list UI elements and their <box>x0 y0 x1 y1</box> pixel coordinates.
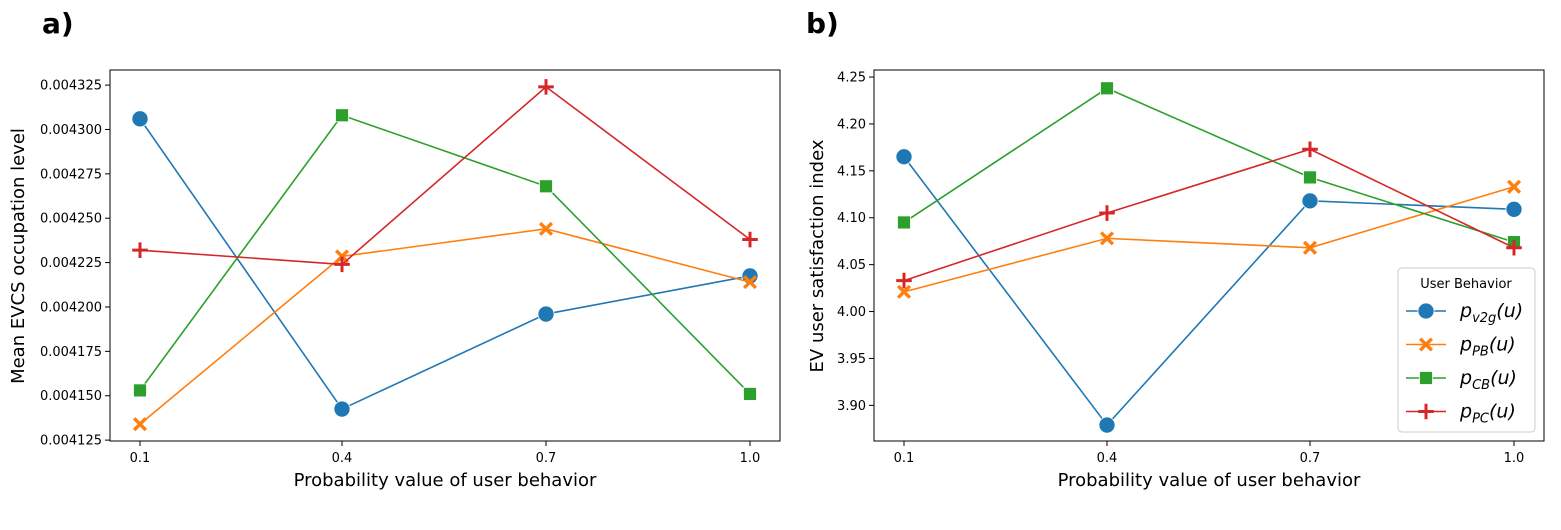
series-line-v2g <box>903 156 1515 427</box>
y-tick-label: 0.004325 <box>40 79 102 94</box>
data-point-v2g <box>1098 416 1116 434</box>
data-point-PC <box>132 242 148 258</box>
data-point-CB <box>133 383 147 398</box>
series-line-v2g <box>139 118 751 411</box>
y-tick-label: 0.004250 <box>40 212 102 227</box>
y-tick-label: 4.15 <box>837 164 866 179</box>
y-tick-label: 4.05 <box>837 258 866 273</box>
series-line-CB <box>139 114 751 395</box>
data-point-PB <box>1099 231 1115 246</box>
x-tick-label: 1.0 <box>1504 451 1525 466</box>
x-tick-label: 0.7 <box>536 451 557 466</box>
y-tick-label: 4.10 <box>837 211 866 226</box>
data-point-CB <box>335 108 349 123</box>
plot-frame <box>873 69 1545 442</box>
panel-label-b: b) <box>806 7 839 40</box>
data-point-v2g <box>131 110 149 128</box>
plot-frame <box>109 69 781 442</box>
y-axis-label-b: EV user satisfaction index <box>807 139 828 372</box>
y-tick-label: 0.004300 <box>40 123 102 138</box>
legend-label-PB: pPB(u) <box>1459 334 1516 360</box>
legend-label-CB: pCB(u) <box>1459 367 1517 393</box>
legend-title: User Behavior <box>1420 277 1512 292</box>
y-tick-label: 0.004175 <box>40 345 102 360</box>
legend-marker-PB <box>1418 337 1434 352</box>
y-tick-label: 4.25 <box>837 71 866 86</box>
data-point-PB <box>1506 179 1522 194</box>
chart-b: b) EV user satisfaction index Probabilit… <box>806 7 1545 491</box>
data-point-PB <box>1302 240 1318 255</box>
y-axis-label-a: Mean EVCS occupation level <box>8 128 29 384</box>
x-tick-label: 0.4 <box>1097 451 1118 466</box>
x-axis-label-a: Probability value of user behavior <box>294 470 597 491</box>
series-line-PB <box>903 186 1515 293</box>
data-point-CB <box>743 387 757 401</box>
data-point-PC <box>742 231 758 248</box>
x-tick-label: 0.7 <box>1300 451 1321 466</box>
series-line-PC <box>903 148 1515 282</box>
x-tick-label: 0.4 <box>332 451 353 466</box>
panel-label-a: a) <box>42 7 74 40</box>
data-point-PC <box>1302 141 1318 158</box>
data-point-v2g <box>333 400 351 418</box>
data-point-v2g <box>1301 192 1319 210</box>
data-point-v2g <box>1505 200 1523 218</box>
legend-label-v2g: pv2g(u) <box>1459 300 1523 326</box>
data-point-PB <box>132 417 148 432</box>
y-tick-label: 3.90 <box>837 399 866 414</box>
data-point-PB <box>742 275 758 290</box>
x-tick-label: 0.1 <box>894 451 915 466</box>
y-tick-label: 4.00 <box>837 305 866 320</box>
data-point-v2g <box>895 148 913 166</box>
series-line-CB <box>903 87 1515 243</box>
series-line-PB <box>139 228 751 425</box>
x-tick-label: 1.0 <box>740 451 761 466</box>
data-point-PB <box>896 284 912 299</box>
data-point-PC <box>896 272 912 289</box>
data-point-PC <box>1099 205 1115 221</box>
data-point-CB <box>1303 170 1317 185</box>
y-tick-label: 4.20 <box>837 117 866 132</box>
legend-marker-CB <box>1419 371 1433 385</box>
y-tick-label: 3.95 <box>837 352 866 367</box>
y-tick-label: 0.004225 <box>40 256 102 271</box>
legend: User Behavior pv2g(u) pPB(u) pCB(u) pPC(u) <box>1397 267 1536 433</box>
series-line-PC <box>139 85 751 266</box>
data-point-PC <box>1506 239 1522 256</box>
data-point-CB <box>897 215 911 230</box>
y-tick-label: 0.004150 <box>40 389 102 404</box>
x-axis-label-b: Probability value of user behavior <box>1058 470 1361 491</box>
data-point-v2g <box>537 305 555 323</box>
data-point-CB <box>1100 81 1114 96</box>
x-tick-label: 0.1 <box>130 451 151 466</box>
legend-marker-PC <box>1418 403 1434 420</box>
chart-a: a) Mean EVCS occupation level Probabilit… <box>8 7 781 491</box>
data-point-PC <box>538 79 554 95</box>
legend-label-PC: pPC(u) <box>1459 401 1516 427</box>
legend-marker-v2g <box>1417 302 1435 320</box>
data-point-PB <box>538 221 554 236</box>
y-tick-label: 0.004125 <box>40 434 102 449</box>
y-tick-label: 0.004275 <box>40 167 102 182</box>
data-point-CB <box>539 179 553 194</box>
y-tick-label: 0.004200 <box>40 300 102 315</box>
data-point-PC <box>334 256 350 273</box>
